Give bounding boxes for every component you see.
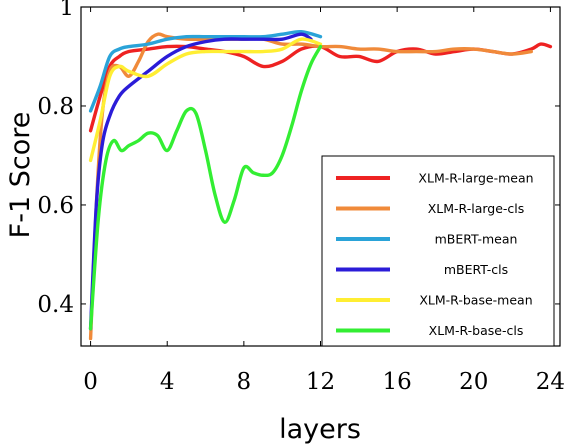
legend-label: XLM-R-large-cls	[428, 201, 525, 216]
legend-label: XLM-R-base-mean	[419, 293, 532, 308]
legend-label: mBERT-cls	[444, 262, 508, 277]
y-tick-label: 0.8	[37, 94, 74, 120]
legend-label: mBERT-mean	[435, 232, 518, 247]
y-tick-label: 0.6	[37, 193, 74, 219]
legend-label: XLM-R-base-cls	[429, 323, 524, 338]
x-tick-label: 24	[536, 369, 565, 395]
legend: XLM-R-large-mean XLM-R-large-cls mBERT-mea…	[321, 155, 555, 347]
series-line-xlm-r-large-mean	[88, 42, 553, 133]
series-line-mbert-cls	[88, 32, 313, 331]
x-tick-label: 20	[459, 369, 488, 395]
x-axis-label: layers	[279, 414, 361, 445]
x-tick-label: 16	[382, 369, 411, 395]
axis-ticks: 0 4 8 12 16 20 24 0.4 0.6 0.8 1	[37, 0, 565, 395]
y-tick-label: 0.4	[37, 292, 74, 318]
series-line-xlm-r-base-cls	[88, 44, 323, 331]
plot-lines	[88, 29, 553, 341]
x-tick-label: 4	[160, 369, 175, 395]
y-tick-label: 1	[59, 0, 74, 21]
legend-box	[321, 155, 555, 347]
x-tick-label: 0	[83, 369, 98, 395]
series-line-xlm-r-base-mean	[88, 37, 323, 163]
legend-label: XLM-R-large-mean	[418, 171, 533, 186]
y-axis-label: F-1 Score	[5, 112, 36, 239]
series-line-mbert-mean	[88, 29, 323, 113]
x-tick-label: 8	[237, 369, 252, 395]
x-tick-label: 12	[306, 369, 335, 395]
